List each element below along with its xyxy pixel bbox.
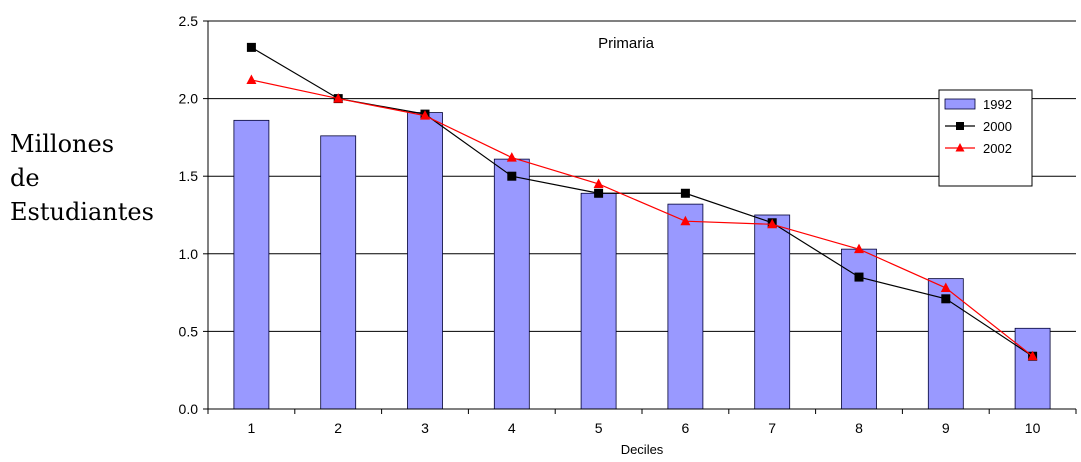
x-tick-label: 5 (595, 420, 603, 436)
point-2000-5 (594, 188, 604, 198)
y-tick-label: 1.5 (179, 168, 199, 184)
legend-label-1992: 1992 (983, 97, 1012, 112)
point-2002-6 (680, 215, 691, 226)
x-tick-label: 1 (248, 420, 256, 436)
y-axis-label-line-2: de (10, 164, 40, 192)
y-tick-label: 2.0 (179, 91, 199, 107)
x-tick-label: 10 (1025, 420, 1041, 436)
point-2002-10 (1027, 350, 1038, 361)
legend-swatch-1992 (944, 98, 976, 110)
y-tick-label: 2.5 (179, 13, 199, 29)
point-2000-1 (246, 42, 256, 52)
y-axis-label-line-1: Millones (10, 130, 115, 158)
point-2000-4 (507, 171, 517, 181)
bar-1992-5 (580, 192, 617, 410)
point-2002-2 (333, 93, 344, 103)
y-tick-label: 0.5 (179, 323, 199, 339)
x-axis-title: Deciles (621, 442, 664, 457)
y-tick-label: 0.0 (179, 401, 199, 417)
point-2002-4 (506, 152, 517, 162)
x-tick-label: 4 (508, 420, 516, 436)
point-2002-5 (593, 178, 604, 188)
legend-label-2000: 2000 (983, 119, 1012, 134)
point-2000-9 (941, 294, 951, 304)
point-2000-8 (854, 272, 864, 282)
bar-1992-7 (754, 214, 791, 410)
point-2000-6 (680, 188, 690, 198)
x-tick-label: 7 (768, 420, 776, 436)
point-2002-7 (767, 218, 778, 229)
x-tick-label: 9 (942, 420, 950, 436)
series-line-2000 (251, 46, 1033, 357)
x-tick-label: 8 (855, 420, 863, 436)
bar-1992-6 (667, 203, 704, 410)
y-axis-label-line-3: Estudiantes (10, 198, 154, 226)
x-tick-label: 6 (682, 420, 690, 436)
bar-1992-2 (320, 135, 357, 410)
legend-marker-2002 (955, 143, 965, 152)
legend-label-2002: 2002 (983, 141, 1012, 156)
point-2002-1 (246, 74, 257, 84)
bar-1992-3 (407, 112, 443, 410)
x-tick-label: 2 (334, 420, 342, 436)
bar-1992-1 (233, 119, 270, 410)
point-2002-8 (854, 243, 864, 254)
series-line-2002 (251, 79, 1033, 357)
bar-1992-10 (1014, 327, 1051, 410)
point-2002-9 (940, 282, 951, 292)
y-tick-label: 1.0 (179, 246, 199, 262)
point-2002-3 (420, 110, 430, 120)
x-tick-label: 3 (421, 420, 429, 436)
bar-1992-4 (493, 158, 530, 410)
chart-title: Primaria (598, 35, 654, 52)
legend-marker-2000 (956, 122, 964, 130)
